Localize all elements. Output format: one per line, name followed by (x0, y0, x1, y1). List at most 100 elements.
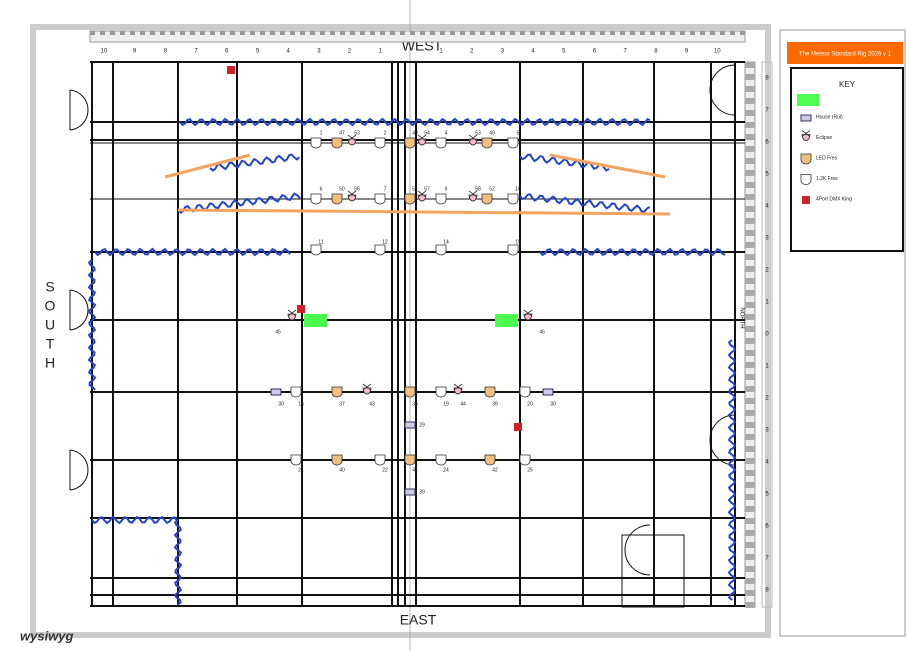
fixture-label: 43 (369, 401, 375, 407)
led-fres (404, 386, 416, 398)
ruler-label: 6 (593, 49, 597, 55)
fixture-label: 16 (298, 401, 304, 407)
fixture-label: 39 (492, 401, 498, 407)
ruler-tick (740, 31, 745, 35)
led-fres (404, 454, 416, 466)
ruler-tick (360, 31, 365, 35)
fres-1-2k (290, 386, 302, 398)
ruler-tick (290, 31, 295, 35)
fixture-label: 48 (412, 130, 418, 136)
ruler-tick (370, 31, 375, 35)
ruler-tick (580, 31, 585, 35)
led-fres (331, 137, 343, 149)
title-box (787, 42, 903, 64)
fres-1-2k (374, 137, 386, 149)
led-fres (404, 193, 416, 205)
led-fres (481, 137, 493, 149)
ruler-tick (610, 31, 615, 35)
fixture-label: 56 (354, 186, 360, 192)
eclipse (347, 134, 357, 146)
ruler-tick (730, 31, 735, 35)
ruler-tick (540, 31, 545, 35)
ruler-tick (745, 530, 755, 536)
key-box (790, 67, 904, 252)
house-light (270, 388, 282, 396)
ruler-tick (745, 362, 755, 368)
fres-1-2k (435, 454, 447, 466)
ruler-tick (90, 31, 95, 35)
ruler-tick (745, 158, 755, 164)
ruler-tick (745, 350, 755, 356)
ruler-label: 3 (765, 236, 769, 242)
led-fres (800, 153, 812, 165)
ruler-tick (490, 31, 495, 35)
led-fres (484, 386, 496, 398)
ruler-tick (690, 31, 695, 35)
cable (87, 259, 97, 391)
fixture-label: 4 (445, 130, 448, 136)
ruler-tick (650, 31, 655, 35)
ruler-tick (130, 31, 135, 35)
ruler-tick (460, 31, 465, 35)
ruler-tick (120, 31, 125, 35)
dmx-node (802, 196, 810, 204)
fixture-label: 20 (527, 401, 533, 407)
ruler-label: 5 (256, 49, 260, 55)
cable (177, 192, 301, 214)
doorway (621, 534, 685, 608)
eclipse (801, 130, 811, 141)
ruler-tick (745, 542, 755, 548)
ruler-tick (745, 590, 755, 596)
logo: wysiwyg (20, 628, 74, 643)
south-letter: O (45, 298, 56, 314)
key-item: 4Port DMX King (816, 196, 852, 202)
ruler-tick (300, 31, 305, 35)
key-item: LED Fres (816, 155, 838, 161)
fixture-label: 5 (517, 130, 520, 136)
ruler-label: 4 (531, 49, 535, 55)
fixture-label: 52 (489, 186, 495, 192)
ruler-tick (640, 31, 645, 35)
ruler-tick (745, 86, 755, 92)
fixture-label: 41 (412, 467, 418, 473)
ruler-tick (200, 31, 205, 35)
ruler-tick (745, 122, 755, 128)
ruler-tick (745, 470, 755, 476)
fres-1-2k (519, 454, 531, 466)
ruler-tick (260, 31, 265, 35)
ruler-tick (280, 31, 285, 35)
ruler-label: 4 (765, 204, 769, 210)
ruler-label: 8 (765, 76, 769, 82)
ruler-tick (480, 31, 485, 35)
cable (94, 247, 291, 257)
ruler-tick (430, 31, 435, 35)
fixture-label: 51 (412, 186, 418, 192)
cable (519, 193, 651, 213)
ruler-tick (240, 31, 245, 35)
ruler-tick (660, 31, 665, 35)
led-fres (331, 386, 343, 398)
ruler-label: 8 (654, 49, 658, 55)
fixture-label: 53 (354, 130, 360, 136)
cable (179, 117, 651, 127)
eclipse (468, 190, 478, 202)
fixture-label: 49 (489, 130, 495, 136)
led-fres (481, 193, 493, 205)
ruler-label: 7 (624, 49, 628, 55)
fixture-label: 36 (412, 401, 418, 407)
fres-1-2k (507, 193, 519, 205)
ruler-tick (250, 31, 255, 35)
fixture-label: 57 (424, 186, 430, 192)
fixture-label: 7 (384, 186, 387, 192)
ruler-tick (745, 518, 755, 524)
ruler-tick (420, 31, 425, 35)
ruler-tick (680, 31, 685, 35)
fres-1-2k (374, 454, 386, 466)
green-marker (495, 314, 518, 327)
north-label: NORTH (738, 307, 744, 328)
top-ruler (89, 30, 746, 43)
fixture-label: 40 (339, 467, 345, 473)
ruler-tick (745, 62, 755, 68)
house-light (404, 421, 416, 429)
